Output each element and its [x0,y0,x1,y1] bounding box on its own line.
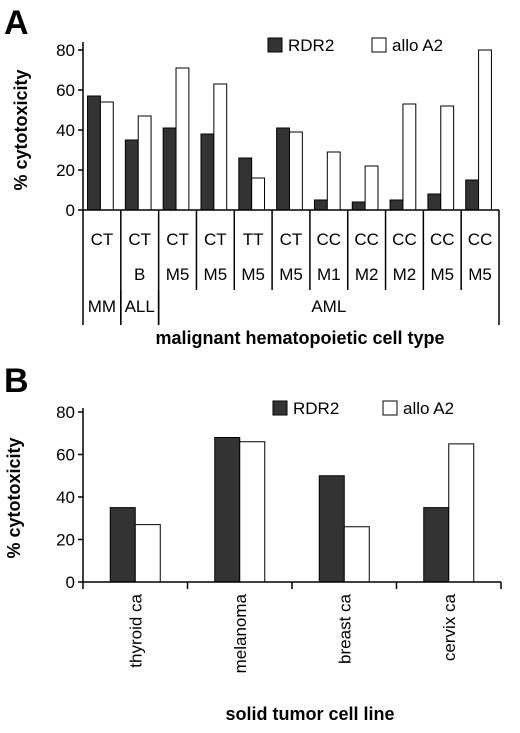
panel-b-bar-rdr2-2 [318,475,345,583]
panel-b-legend-swatch-1 [382,400,398,416]
panel-a-group-label-0: MM [88,297,116,316]
panel-a-legend: RDR2 allo A2 [267,36,443,55]
panel-a-genotype-label-7: CC [354,230,379,249]
panel-a-subtype-label-10: M5 [468,265,492,284]
panel-a-genotype-label-1: CT [128,230,151,249]
panel-b-y-tick-label-3: 60 [56,446,75,465]
panel-a-bar-rdr2-0 [87,95,101,211]
panel-a-label: A [4,4,29,42]
panel-a-subtype-label-7: M2 [355,265,379,284]
panel-a-bar-allo-a2-6 [326,151,341,211]
panel-a-bar-allo-a2-8 [402,103,417,211]
panel-b-bar-rdr2-1 [214,437,241,583]
panel-a-bar-rdr2-9 [427,193,442,211]
panel-a-y-ticks: 0 20 40 60 80 [56,41,83,220]
panel-a-bar-allo-a2-2 [175,67,190,211]
panel-a-legend-swatch-0 [267,37,283,53]
panel-a-genotype-label-2: CT [166,230,189,249]
panel-a-bar-rdr2-1 [124,139,139,211]
panel-b-category-label-1: melanoma [231,593,250,673]
panel-a-subtype-label-8: M2 [393,265,417,284]
panel-b-bar-rdr2-0 [109,507,136,583]
panel-b-category-labels: thyroid ca melanoma breast ca cervix ca [126,593,459,673]
panel-a-subtype-label-6: M1 [317,265,341,284]
panel-a-y-axis-title: % cytotoxicity [11,69,31,190]
panel-a-group-label-1: ALL [125,297,155,316]
panel-a-subtype-label-2: M5 [166,265,190,284]
panel-a-axes [82,42,499,211]
panel-a-genotype-label-4: TT [243,230,264,249]
panel-b-bar-allo-a2-3 [448,443,475,583]
panel-b-y-ticks: 0 20 40 60 80 [56,403,83,592]
panel-b-legend-swatch-0 [272,400,288,416]
panel-b-category-label-2: breast ca [335,593,354,663]
panel-a-bar-rdr2-4 [238,157,253,211]
panel-a-y-tick-label-1: 20 [56,161,75,180]
panel-a-bar-allo-a2-9 [440,105,455,211]
panel-a-subtype-label-3: M5 [204,265,228,284]
panel-a-subtype-label-1: B [134,265,145,284]
panel-a-legend-label-0: RDR2 [288,36,334,55]
panel-a-genotype-label-3: CT [204,230,227,249]
panel-a-group-label-2: AML [311,297,346,316]
panel-b-category-label-0: thyroid ca [126,593,145,667]
panel-b-y-axis-title: % cytotoxicity [4,437,24,558]
panel-b: B % cytotoxicity 0 20 40 60 80 thyroid ca mel… [4,362,502,724]
panel-b-legend-label-0: RDR2 [293,399,339,418]
panel-a-subtype-label-4: M5 [241,265,265,284]
panel-b-axes [82,408,502,589]
panel-b-bar-allo-a2-1 [239,441,266,583]
panel-a-genotype-label-9: CC [430,230,455,249]
panel-a-bar-allo-a2-3 [213,83,228,211]
panel-a-genotype-label-6: CC [317,230,342,249]
panel-a-bar-rdr2-6 [313,199,328,211]
panel-a-genotype-label-10: CC [468,230,493,249]
panel-a-bar-allo-a2-4 [251,177,266,211]
panel-a-genotype-label-5: CT [280,230,303,249]
panel-a-category-table: CT CT CT CT TT CT CC CC CC CC CC B M5 M5 M5 M5 M1 M2 M2 M5 M… [82,210,500,325]
panel-b-bar-allo-a2-0 [134,524,161,583]
panel-a-bar-rdr2-8 [389,199,404,211]
panel-a-y-tick-label-4: 80 [56,41,75,60]
panel-a-bars [87,49,492,211]
panel-a-subtype-label-9: M5 [430,265,454,284]
panel-b-bar-rdr2-3 [423,507,450,583]
panel-b-y-tick-label-2: 40 [56,488,75,507]
panel-b-legend-label-1: allo A2 [403,399,454,418]
panel-b-bar-allo-a2-2 [343,526,370,583]
panel-a-y-tick-label-0: 0 [66,201,75,220]
panel-a-bar-allo-a2-7 [364,165,379,211]
panel-a-bar-rdr2-7 [351,201,366,211]
panel-b-category-label-3: cervix ca [440,593,459,661]
panel-b-y-tick-label-4: 80 [56,403,75,422]
panel-b-y-tick-label-1: 20 [56,531,75,550]
panel-a-legend-label-1: allo A2 [392,36,443,55]
panel-a-bar-rdr2-5 [276,127,290,211]
panel-a-y-tick-label-2: 40 [56,121,75,140]
panel-a-genotype-label-8: CC [392,230,417,249]
panel-a-genotype-label-0: CT [91,230,114,249]
panel-b-bars [109,437,475,583]
panel-a-bar-allo-a2-1 [137,115,152,211]
panel-a-bar-rdr2-2 [162,127,177,211]
panel-a-subtype-label-5: M5 [279,265,303,284]
panel-a-bar-allo-a2-5 [288,131,303,211]
panel-a-legend-swatch-1 [371,37,387,53]
panel-b-y-tick-label-0: 0 [66,573,75,592]
panel-a-bar-allo-a2-10 [478,49,492,211]
panel-b-legend: RDR2 allo A2 [272,399,454,418]
panel-a-y-tick-label-3: 60 [56,81,75,100]
panel-a-bar-rdr2-3 [200,133,215,211]
panel-b-x-axis-title: solid tumor cell line [225,704,394,724]
panel-b-label: B [4,362,29,400]
panel-a-bar-allo-a2-0 [99,101,114,211]
panel-a-x-axis-title: malignant hematopoietic cell type [155,328,444,348]
panel-a-bar-rdr2-10 [465,179,480,211]
